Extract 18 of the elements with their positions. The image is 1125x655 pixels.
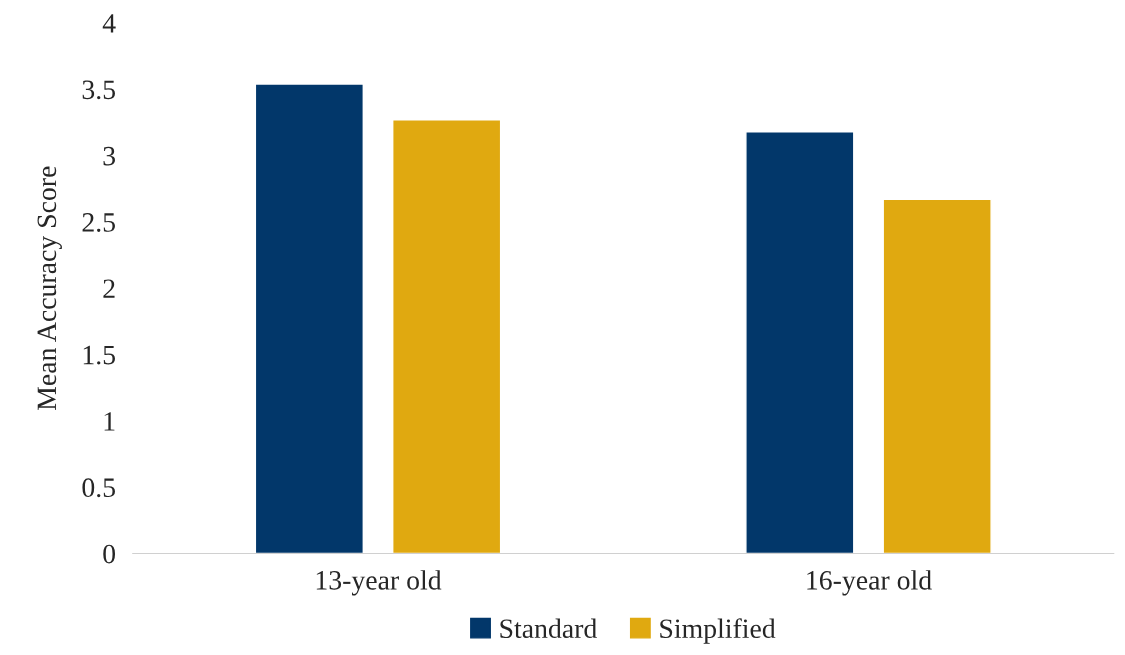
x-tick-label: 16-year old bbox=[807, 570, 932, 596]
legend-label: Simplified bbox=[660, 618, 776, 644]
y-axis-title: Mean Accuracy Score bbox=[37, 166, 62, 411]
y-tick-label: 3 bbox=[103, 146, 115, 166]
y-tick-label: 0 bbox=[103, 544, 116, 564]
y-tick-label: 4 bbox=[102, 14, 116, 33]
bar bbox=[392, 119, 502, 554]
x-tick-label: 13-year old bbox=[316, 570, 442, 596]
y-tick-label: 1.5 bbox=[83, 345, 115, 365]
bar bbox=[745, 130, 855, 554]
y-tick-label: 0.5 bbox=[82, 478, 115, 498]
y-tick-label: 2 bbox=[103, 279, 115, 298]
y-tick-label: 1 bbox=[104, 412, 115, 431]
y-tick-label: 3.5 bbox=[82, 80, 115, 100]
bar bbox=[254, 83, 364, 554]
legend-label: Standard bbox=[500, 618, 597, 639]
bar bbox=[882, 198, 992, 554]
y-tick-label: 2.5 bbox=[82, 213, 115, 232]
